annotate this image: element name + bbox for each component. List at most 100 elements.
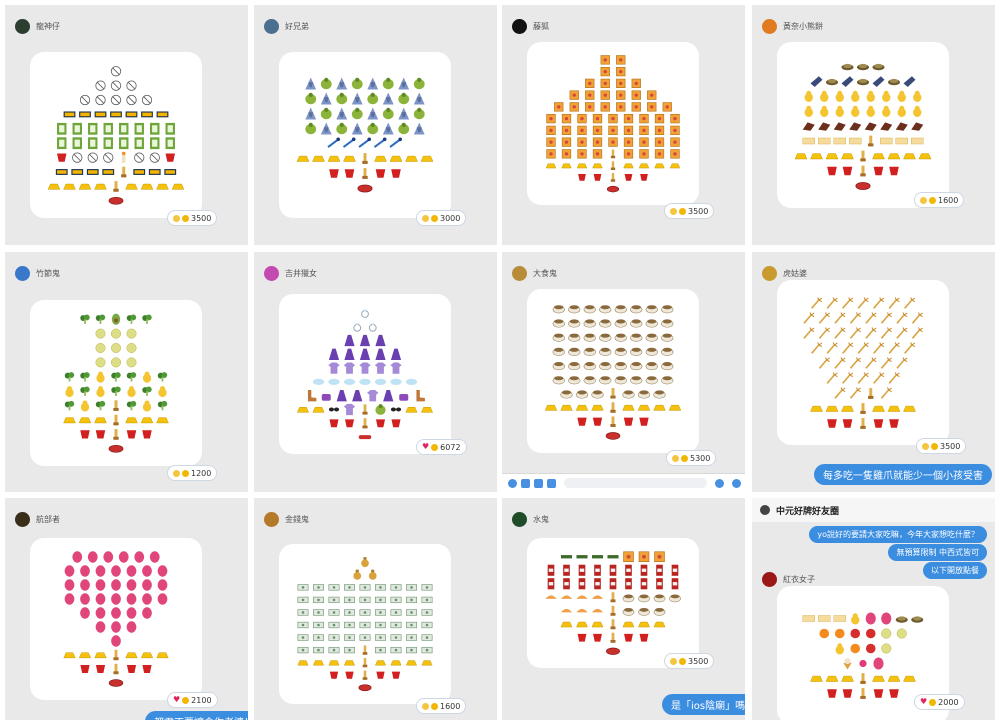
gold-icon [63, 183, 76, 190]
emoji-message-bubble[interactable] [279, 294, 451, 454]
image-icon[interactable] [534, 478, 543, 488]
avatar[interactable] [15, 511, 30, 527]
box-icon [592, 149, 603, 159]
wall-icon [55, 169, 68, 175]
bill-icon [344, 596, 355, 604]
avatar[interactable] [264, 18, 279, 34]
emoji-arrangement [544, 305, 682, 440]
emoji-message-bubble[interactable] [777, 586, 949, 720]
box-icon [585, 102, 595, 112]
username: 金錢鬼 [285, 514, 309, 524]
cola-icon [625, 564, 632, 576]
gold-icon [421, 660, 433, 666]
emoji-message-bubble[interactable] [30, 52, 202, 218]
plus-icon[interactable] [508, 478, 517, 488]
gold-icon [591, 621, 604, 628]
gold-icon [669, 163, 681, 169]
reaction-count[interactable]: ♥ 6072 [416, 439, 467, 455]
reaction-count[interactable]: 3500 [167, 210, 218, 226]
emoji-message-bubble[interactable] [527, 538, 699, 668]
box-icon [546, 137, 556, 147]
gold-icon [887, 153, 901, 160]
egg-icon [64, 593, 75, 605]
reaction-count[interactable]: 3500 [664, 203, 715, 219]
avatar[interactable] [512, 265, 527, 281]
reaction-count[interactable]: 1600 [914, 192, 965, 208]
reaction-count[interactable]: 3500 [916, 438, 967, 454]
avatar[interactable] [762, 18, 777, 34]
bill-icon [344, 584, 355, 591]
emoji-message-bubble[interactable] [30, 300, 202, 466]
message-input[interactable] [564, 478, 707, 488]
cutlery-icon [95, 94, 106, 106]
gold-icon [94, 183, 107, 190]
gold-icon [78, 417, 92, 424]
emoji-message-bubble[interactable] [30, 538, 202, 700]
avatar[interactable] [264, 511, 279, 527]
reaction-count[interactable]: 1200 [167, 465, 218, 481]
rice-icon [560, 390, 573, 399]
reaction-count[interactable]: 3500 [664, 653, 715, 669]
emoji-message-bubble[interactable] [777, 280, 949, 445]
choco-icon [802, 122, 815, 131]
emoji-message-bubble[interactable] [777, 42, 949, 208]
cup-icon [375, 169, 386, 178]
bill-icon [390, 596, 402, 604]
avatar[interactable] [762, 265, 777, 281]
lipstick-icon [358, 435, 372, 440]
avatar[interactable] [15, 18, 30, 34]
cup-icon [344, 169, 355, 178]
gold-icon [78, 652, 92, 659]
emoji-message-bubble[interactable] [279, 52, 451, 218]
bag-icon [382, 107, 394, 120]
claw-icon [857, 297, 869, 309]
reaction-count[interactable]: ♥ 2100 [167, 692, 218, 708]
incense-icon [610, 416, 616, 427]
incense-icon [868, 388, 874, 399]
reaction-count[interactable]: 1600 [416, 698, 467, 714]
cup-icon [842, 419, 853, 428]
box-icon [623, 113, 634, 124]
sunglass-icon [390, 407, 402, 412]
emoji-message-bubble[interactable] [527, 42, 699, 205]
emoji-message-bubble[interactable] [527, 289, 699, 453]
box-icon [608, 137, 618, 147]
cup-icon [842, 689, 853, 698]
pear-icon [142, 400, 152, 412]
cola-icon [547, 578, 555, 590]
gold-icon [638, 163, 650, 169]
rice-icon [645, 319, 658, 328]
pear-icon [96, 371, 105, 383]
reaction-count[interactable]: 3000 [416, 210, 467, 226]
reaction-count[interactable]: ♥ 2000 [914, 694, 965, 710]
orange-icon [819, 628, 830, 639]
avatar[interactable] [264, 265, 279, 281]
bill-icon [328, 646, 340, 654]
camera-icon[interactable] [521, 478, 530, 488]
claw-icon [834, 387, 846, 399]
box-icon [623, 137, 634, 147]
thumbs-up-icon[interactable] [732, 478, 741, 488]
avatar[interactable] [15, 265, 30, 281]
cup-icon [873, 419, 884, 428]
box-icon [670, 113, 680, 124]
bill-icon [390, 646, 402, 654]
incense-icon [610, 388, 616, 399]
wall-icon [110, 111, 122, 118]
rice-icon [630, 347, 643, 356]
emoji-icon[interactable] [715, 478, 724, 488]
reaction-number: 5300 [690, 453, 711, 463]
avatar[interactable] [512, 511, 527, 527]
box-icon [631, 78, 641, 89]
avatar[interactable] [762, 571, 777, 587]
box-icon [608, 125, 618, 136]
message-header: 水鬼 [512, 510, 549, 528]
box-icon [616, 55, 626, 65]
cup-icon [639, 633, 649, 642]
avatar[interactable] [512, 18, 527, 34]
gif-icon[interactable] [547, 478, 556, 488]
chat-panel: 好兄弟 3000 [254, 5, 497, 245]
emoji-message-bubble[interactable] [279, 544, 451, 704]
reaction-count[interactable]: 5300 [666, 450, 717, 466]
incense-icon [860, 418, 866, 429]
